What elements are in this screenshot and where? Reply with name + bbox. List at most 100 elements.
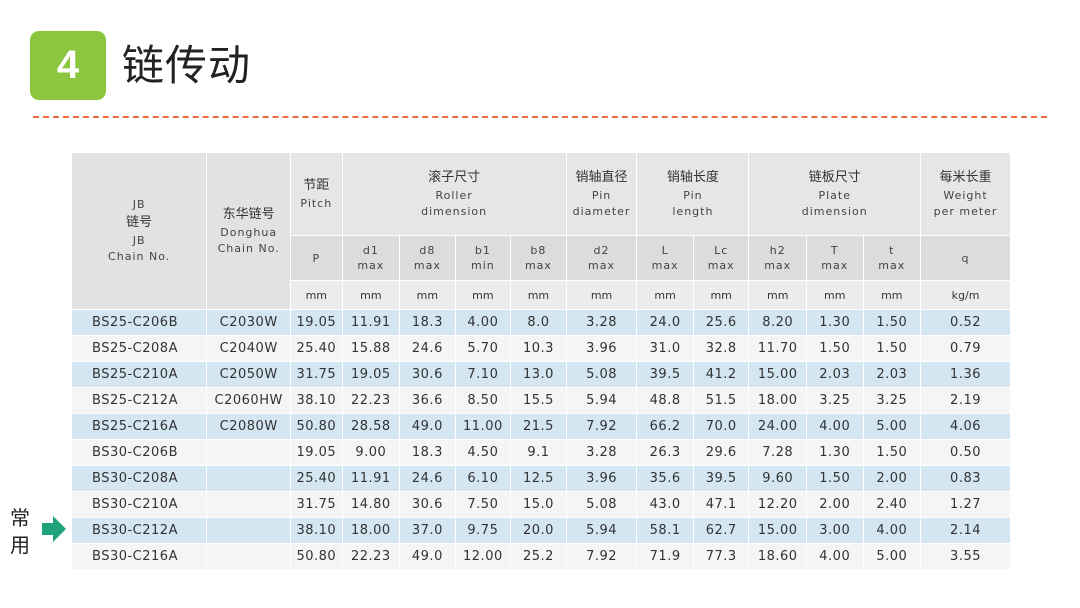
header-plate-en2: dimension (801, 205, 868, 218)
value-cell: 4.00 (454, 309, 512, 336)
value-cell: 18.3 (399, 439, 456, 466)
header-pin-len-cn: 销轴长度 (666, 170, 719, 185)
value-cell: 7.10 (454, 361, 512, 388)
header-pin-length: 销轴长度 Pin length (636, 152, 750, 236)
value-cell: 2.14 (920, 517, 1011, 544)
header-plate-dimension: 链板尺寸 Plate dimension (748, 152, 922, 236)
header-pitch: 节距 Pitch (290, 152, 343, 236)
value-cell: 2.03 (862, 361, 922, 388)
value-cell: 10.3 (510, 335, 567, 362)
value-cell: 5.94 (565, 387, 638, 414)
value-cell: 18.60 (748, 543, 807, 570)
value-cell: 11.91 (341, 465, 401, 492)
title-divider (33, 116, 1047, 118)
jb-chain-no-cell: BS25-C216A (70, 413, 208, 440)
value-cell: 1.50 (862, 335, 922, 362)
value-cell: 30.6 (399, 361, 456, 388)
value-cell: 50.80 (290, 543, 343, 570)
header-plate-cn: 链板尺寸 (808, 170, 861, 185)
value-cell: 2.19 (920, 387, 1011, 414)
value-cell: 2.03 (805, 361, 864, 388)
value-cell: 9.1 (510, 439, 567, 466)
value-cell: 25.40 (290, 335, 343, 362)
value-cell: 3.28 (565, 439, 638, 466)
header-jb-en-text: Chain No. (108, 250, 171, 263)
header-jb-chain-no: JB 链号 JB Chain No. (70, 152, 208, 310)
common-use-label: 常用 (10, 506, 30, 557)
table-row: BS25-C206B C2030W 19.05 11.91 18.3 4.00 8.0 3.2… (70, 309, 1011, 336)
header-roller-cn: 滚子尺寸 (428, 170, 481, 185)
unit-cell: mm (636, 280, 694, 310)
value-cell: 8.50 (454, 387, 512, 414)
value-cell: 38.10 (290, 387, 343, 414)
value-cell: 38.10 (290, 517, 343, 544)
value-cell: 9.00 (341, 439, 401, 466)
header-pitch-en: Pitch (300, 197, 333, 210)
value-cell: 1.50 (805, 335, 864, 362)
value-cell: 22.23 (341, 387, 401, 414)
value-cell: 4.50 (454, 439, 512, 466)
value-cell: 2.00 (805, 491, 864, 518)
value-cell: 4.00 (805, 413, 864, 440)
value-cell: 41.2 (692, 361, 750, 388)
value-cell: 5.70 (454, 335, 512, 362)
value-cell: 15.00 (748, 361, 807, 388)
value-cell: 1.50 (862, 439, 922, 466)
jb-chain-no-cell: BS25-C210A (70, 361, 208, 388)
header-roller-en2: dimension (421, 205, 488, 218)
value-cell: 7.50 (454, 491, 512, 518)
value-cell: 1.50 (862, 309, 922, 336)
value-cell: 25.6 (692, 309, 750, 336)
value-cell: 2.00 (862, 465, 922, 492)
value-cell: 50.80 (290, 413, 343, 440)
value-cell: 70.0 (692, 413, 750, 440)
value-cell: 1.27 (920, 491, 1011, 518)
header-weight-cn: 每米长重 (939, 170, 992, 185)
header-symbol-Lc: Lc max (692, 235, 750, 281)
unit-cell: mm (748, 280, 807, 310)
table-row: BS30-C210A 31.75 14.80 30.6 7.50 15.0 5.08 43.0… (70, 491, 1011, 518)
donghua-chain-no-cell: C2050W (206, 361, 292, 388)
value-cell: 32.8 (692, 335, 750, 362)
value-cell: 11.70 (748, 335, 807, 362)
value-cell: 77.3 (692, 543, 750, 570)
value-cell: 48.8 (636, 387, 694, 414)
value-cell: 15.88 (341, 335, 401, 362)
jb-chain-no-cell: BS30-C208A (70, 465, 208, 492)
value-cell: 39.5 (636, 361, 694, 388)
value-cell: 28.58 (341, 413, 401, 440)
value-cell: 15.0 (510, 491, 567, 518)
section-number-badge: 4 (30, 31, 106, 100)
value-cell: 1.36 (920, 361, 1011, 388)
jb-chain-no-cell: BS25-C212A (70, 387, 208, 414)
header-pin-diameter: 销轴直径 Pin diameter (565, 152, 638, 236)
value-cell: 49.0 (399, 543, 456, 570)
donghua-chain-no-cell: C2040W (206, 335, 292, 362)
value-cell: 7.92 (565, 543, 638, 570)
jb-chain-no-cell: BS30-C212A (70, 517, 208, 544)
value-cell: 4.06 (920, 413, 1011, 440)
donghua-chain-no-cell: C2030W (206, 309, 292, 336)
header-weight-per-meter: 每米长重 Weight per meter (920, 152, 1011, 236)
donghua-chain-no-cell (206, 543, 292, 570)
value-cell: 0.79 (920, 335, 1011, 362)
value-cell: 31.75 (290, 361, 343, 388)
header-row-groups: JB 链号 JB Chain No. 东华链号 Donghua Chain No… (70, 152, 1011, 310)
value-cell: 4.00 (805, 543, 864, 570)
value-cell: 8.0 (510, 309, 567, 336)
unit-cell: mm (399, 280, 456, 310)
value-cell: 3.28 (565, 309, 638, 336)
donghua-chain-no-cell (206, 517, 292, 544)
value-cell: 49.0 (399, 413, 456, 440)
header-donghua-cn-text: 东华链号 (222, 207, 275, 222)
header-pin-dia-cn: 销轴直径 (575, 170, 628, 185)
value-cell: 22.23 (341, 543, 401, 570)
value-cell: 12.20 (748, 491, 807, 518)
value-cell: 37.0 (399, 517, 456, 544)
value-cell: 31.75 (290, 491, 343, 518)
value-cell: 13.0 (510, 361, 567, 388)
value-cell: 2.40 (862, 491, 922, 518)
value-cell: 71.9 (636, 543, 694, 570)
value-cell: 19.05 (290, 439, 343, 466)
